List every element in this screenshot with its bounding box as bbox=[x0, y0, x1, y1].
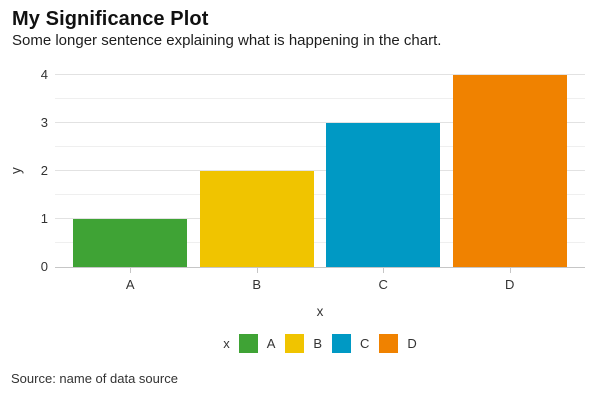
y-tick-label: 0 bbox=[40, 259, 48, 274]
plot-area bbox=[55, 74, 585, 268]
source-line: Source: name of data source bbox=[11, 371, 178, 386]
x-axis-title: x bbox=[316, 304, 324, 319]
gridline-minor bbox=[55, 98, 585, 99]
x-tick-label: B bbox=[252, 277, 262, 292]
bar-C bbox=[326, 123, 441, 267]
legend-item-C: C bbox=[332, 334, 369, 353]
legend-item-A: A bbox=[238, 334, 276, 353]
bar-D bbox=[452, 75, 567, 267]
x-tick-mark bbox=[509, 268, 511, 273]
x-tick-mark bbox=[130, 268, 132, 273]
legend-swatch-icon bbox=[285, 334, 305, 353]
y-tick-label: 2 bbox=[40, 163, 48, 178]
y-tick-label: 3 bbox=[40, 115, 48, 130]
legend-swatch-icon bbox=[238, 334, 258, 353]
legend-label: B bbox=[313, 336, 323, 351]
chart-subtitle: Some longer sentence explaining what is … bbox=[12, 32, 442, 49]
legend-item-D: D bbox=[379, 334, 417, 353]
bar-band bbox=[67, 75, 194, 267]
legend-label: D bbox=[407, 336, 417, 351]
legend-swatch-icon bbox=[379, 334, 399, 353]
x-tick-mark bbox=[256, 268, 258, 273]
chart-title: My Significance Plot bbox=[12, 8, 209, 30]
bar-band bbox=[194, 75, 321, 267]
gridline-minor bbox=[55, 242, 585, 243]
y-tick-label: 4 bbox=[40, 67, 48, 82]
bar-band bbox=[320, 75, 447, 267]
gridline-minor bbox=[55, 194, 585, 195]
gridline-major bbox=[55, 122, 585, 123]
bar-B bbox=[199, 171, 314, 267]
gridline-major bbox=[55, 218, 585, 219]
x-tick-label: D bbox=[505, 277, 515, 292]
legend-label: C bbox=[360, 336, 370, 351]
legend-item-B: B bbox=[285, 334, 322, 353]
y-tick-label: 1 bbox=[40, 211, 48, 226]
gridline-minor bbox=[55, 146, 585, 147]
legend-label: A bbox=[266, 336, 276, 351]
bar-band bbox=[447, 75, 574, 267]
legend-swatch-icon bbox=[332, 334, 352, 353]
x-tick-mark bbox=[383, 268, 385, 273]
gridline-major bbox=[55, 170, 585, 171]
legend-title: x bbox=[223, 336, 230, 351]
x-tick-label: A bbox=[125, 277, 135, 292]
gridline-major bbox=[55, 74, 585, 75]
bars bbox=[67, 75, 573, 267]
legend-items: A B C D bbox=[238, 334, 417, 353]
x-tick-label: C bbox=[378, 277, 388, 292]
bar-A bbox=[73, 219, 188, 267]
